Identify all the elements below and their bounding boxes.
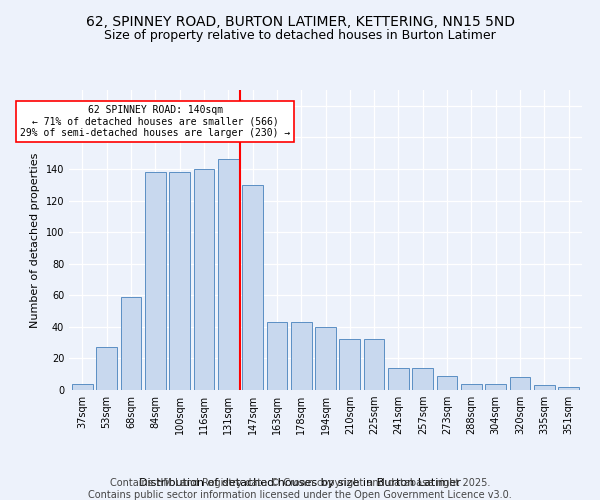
Bar: [412, 368, 433, 390]
Bar: [461, 384, 482, 390]
Text: Distribution of detached houses by size in Burton Latimer: Distribution of detached houses by size …: [139, 478, 461, 488]
Bar: [242, 184, 263, 390]
Text: Size of property relative to detached houses in Burton Latimer: Size of property relative to detached ho…: [104, 30, 496, 43]
Y-axis label: Number of detached properties: Number of detached properties: [30, 152, 40, 328]
Bar: [145, 172, 166, 390]
Bar: [388, 368, 409, 390]
Bar: [364, 340, 385, 390]
Bar: [558, 387, 579, 390]
Bar: [121, 297, 142, 390]
Bar: [194, 169, 214, 390]
Bar: [437, 376, 457, 390]
Bar: [509, 378, 530, 390]
Bar: [72, 384, 93, 390]
Bar: [97, 348, 117, 390]
Bar: [291, 322, 311, 390]
Bar: [534, 386, 554, 390]
Bar: [266, 322, 287, 390]
Bar: [315, 327, 336, 390]
Text: 62, SPINNEY ROAD, BURTON LATIMER, KETTERING, NN15 5ND: 62, SPINNEY ROAD, BURTON LATIMER, KETTER…: [86, 16, 515, 30]
Text: Contains HM Land Registry data © Crown copyright and database right 2025.
Contai: Contains HM Land Registry data © Crown c…: [88, 478, 512, 500]
Bar: [485, 384, 506, 390]
Bar: [218, 160, 239, 390]
Text: 62 SPINNEY ROAD: 140sqm
← 71% of detached houses are smaller (566)
29% of semi-d: 62 SPINNEY ROAD: 140sqm ← 71% of detache…: [20, 105, 290, 138]
Bar: [169, 172, 190, 390]
Bar: [340, 340, 360, 390]
